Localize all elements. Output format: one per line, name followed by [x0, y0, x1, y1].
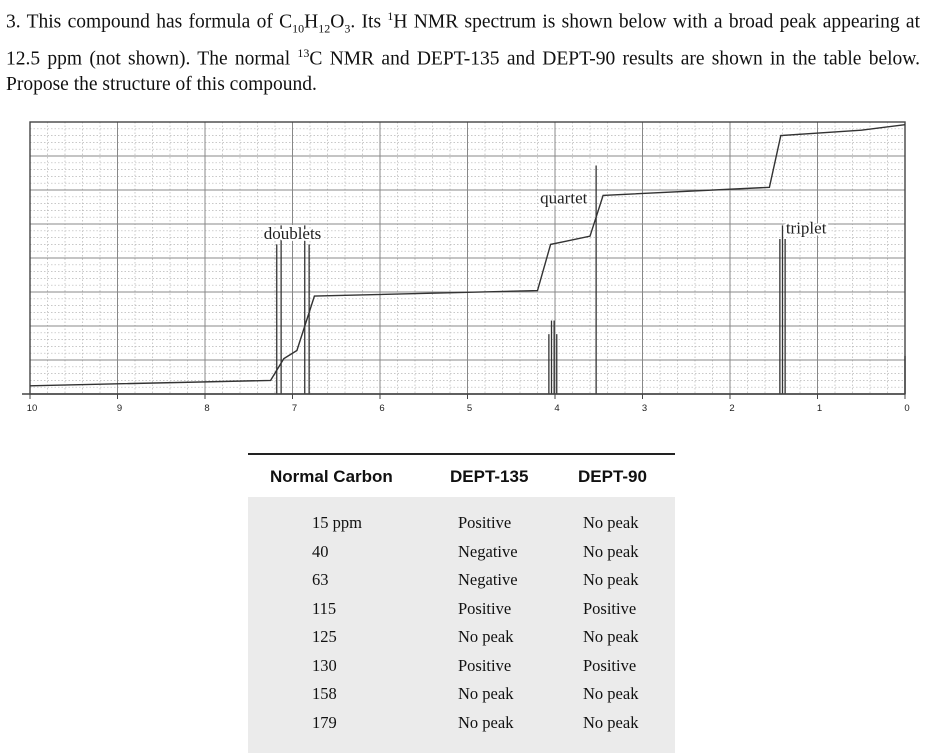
carbon-shift: 125: [312, 627, 337, 646]
table-row: 125 No peak No peak: [248, 623, 675, 651]
question-text: 3. This compound has formula of C10H12O3…: [6, 9, 920, 95]
carbon-shift: 158: [312, 684, 337, 703]
dept-135-result: Positive: [458, 655, 512, 675]
x-axis-ticks: 10 9 8 7 6 5 4 3 2 1 0: [27, 394, 910, 414]
table-row: 115 Positive Positive: [248, 595, 675, 623]
dept-135-result: No peak: [458, 684, 514, 703]
peak-annotation: doublets: [264, 224, 322, 243]
table-row: 63 Negative No peak: [248, 566, 675, 594]
dept-90-result: Positive: [583, 598, 637, 618]
dept-90-result: No peak: [583, 541, 639, 561]
dept-135-result: No peak: [458, 712, 514, 732]
dept-90-result: No peak: [583, 513, 639, 532]
dept-135-result: No peak: [458, 627, 514, 646]
dept-90-result: No peak: [583, 627, 639, 646]
x-tick-label: 6: [379, 403, 384, 414]
x-tick-label: 1: [817, 403, 822, 414]
table-row: 15 ppm Positive No peak: [248, 509, 675, 537]
carbon-shift: 115: [312, 598, 337, 618]
table-row: 158 No peak No peak: [248, 680, 675, 708]
x-tick-label: 0: [904, 403, 909, 414]
x-tick-label: 8: [204, 403, 209, 414]
chart-grid-major: [30, 122, 905, 394]
header-dept-135: DEPT-135: [450, 467, 529, 486]
dept-90-result: No peak: [583, 684, 639, 703]
x-tick-label: 2: [729, 403, 734, 414]
x-tick-label: 7: [292, 403, 297, 414]
x-tick-label: 10: [27, 403, 38, 414]
x-tick-label: 5: [467, 403, 472, 414]
dept-135-result: Positive: [458, 513, 512, 532]
table-row: 40 Negative No peak: [248, 538, 675, 566]
header-normal-carbon: Normal Carbon: [270, 467, 393, 486]
x-tick-label: 3: [642, 403, 647, 414]
x-tick-label: 9: [117, 403, 122, 414]
carbon-nmr-table: Normal Carbon DEPT-135 DEPT-90 15 ppm Pos…: [248, 453, 675, 753]
header-dept-90: DEPT-90: [578, 467, 647, 486]
carbon-shift: 15 ppm: [312, 513, 362, 532]
table-row: 130 Positive Positive: [248, 652, 675, 680]
carbon-shift: 63: [312, 570, 329, 589]
carbon-shift: 40: [312, 541, 329, 561]
dept-135-result: Positive: [458, 598, 512, 618]
peak-annotation: quartet: [540, 189, 587, 208]
integral-curve: [29, 124, 906, 387]
spectrum-peaks: [276, 165, 906, 394]
carbon-shift: 130: [312, 655, 337, 675]
carbon-shift: 179: [312, 712, 337, 732]
dept-135-result: Negative: [458, 541, 518, 561]
question-number: 3.: [6, 11, 21, 33]
dept-90-result: No peak: [583, 570, 639, 589]
x-tick-label: 4: [554, 403, 559, 414]
table-header: Normal Carbon DEPT-135 DEPT-90: [248, 453, 675, 499]
dept-90-result: No peak: [583, 712, 639, 732]
peak-annotation: triplet: [786, 219, 827, 238]
table-row: 179 No peak No peak: [248, 709, 675, 737]
spectrum-annotations: doublets quartet triplet: [262, 187, 829, 245]
table-body: 15 ppm Positive No peak 40 Negative No peak …: [248, 497, 675, 753]
dept-90-result: Positive: [583, 655, 637, 675]
dept-135-result: Negative: [458, 570, 518, 589]
